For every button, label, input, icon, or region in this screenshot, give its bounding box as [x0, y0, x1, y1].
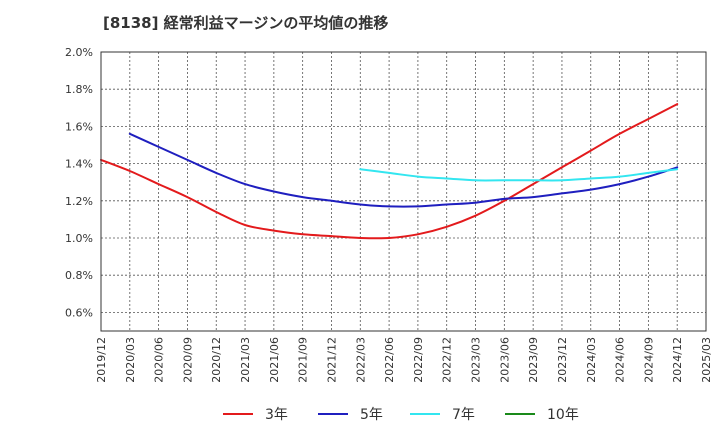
- x-tick-label: 2022/09: [412, 337, 425, 383]
- x-tick-label: 2022/12: [441, 337, 454, 383]
- legend-label: 3年: [265, 407, 288, 423]
- legend: 3年 5年 7年 10年: [223, 407, 579, 423]
- series-line-5年: [128, 132, 679, 208]
- x-tick-label: 2024/06: [614, 337, 627, 383]
- x-tick-label: 2022/06: [383, 337, 396, 383]
- x-tick-label: 2021/06: [268, 337, 281, 383]
- grid: [100, 51, 707, 331]
- y-tick-label: 0.6%: [65, 306, 93, 319]
- x-tick-label: 2024/09: [642, 337, 655, 383]
- x-tick-label: 2023/03: [470, 337, 483, 383]
- x-tick-label: 2021/12: [325, 337, 338, 383]
- y-axis-ticks: 0.6% 0.8% 1.0% 1.2% 1.4% 1.6% 1.8% 2.0%: [65, 46, 93, 319]
- y-tick-label: 2.0%: [65, 46, 93, 59]
- chart-title: [8138] 経常利益マージンの平均値の推移: [103, 14, 389, 32]
- y-tick-label: 1.8%: [65, 83, 93, 96]
- x-tick-label: 2024/03: [585, 337, 598, 383]
- y-tick-label: 1.6%: [65, 120, 93, 133]
- x-tick-label: 2020/09: [181, 337, 194, 383]
- x-tick-label: 2023/12: [556, 337, 569, 383]
- x-tick-label: 2024/12: [671, 337, 684, 383]
- y-tick-label: 1.0%: [65, 232, 93, 245]
- x-tick-label: 2020/12: [210, 337, 223, 383]
- legend-label: 10年: [547, 407, 579, 423]
- y-tick-label: 1.4%: [65, 158, 93, 171]
- x-tick-label: 2020/03: [124, 337, 137, 383]
- y-tick-label: 1.2%: [65, 195, 93, 208]
- x-tick-label: 2023/06: [498, 337, 511, 383]
- legend-label: 7年: [452, 407, 475, 423]
- x-axis-ticks: 2019/12 2020/03 2020/06 2020/09 2020/12 2021/…: [95, 337, 713, 383]
- x-tick-label: 2023/09: [527, 337, 540, 383]
- x-tick-label: 2022/03: [354, 337, 367, 383]
- y-tick-label: 0.8%: [65, 269, 93, 282]
- series-line-7年: [359, 168, 679, 182]
- x-tick-label: 2021/09: [297, 337, 310, 383]
- legend-label: 5年: [360, 407, 383, 423]
- series-line-3年: [100, 103, 679, 240]
- plot-frame: [100, 51, 707, 332]
- series-lines: [100, 103, 679, 240]
- x-tick-label: 2020/06: [153, 337, 166, 383]
- x-tick-label: 2025/03: [700, 337, 713, 383]
- x-tick-label: 2021/03: [239, 337, 252, 383]
- x-tick-label: 2019/12: [95, 337, 108, 383]
